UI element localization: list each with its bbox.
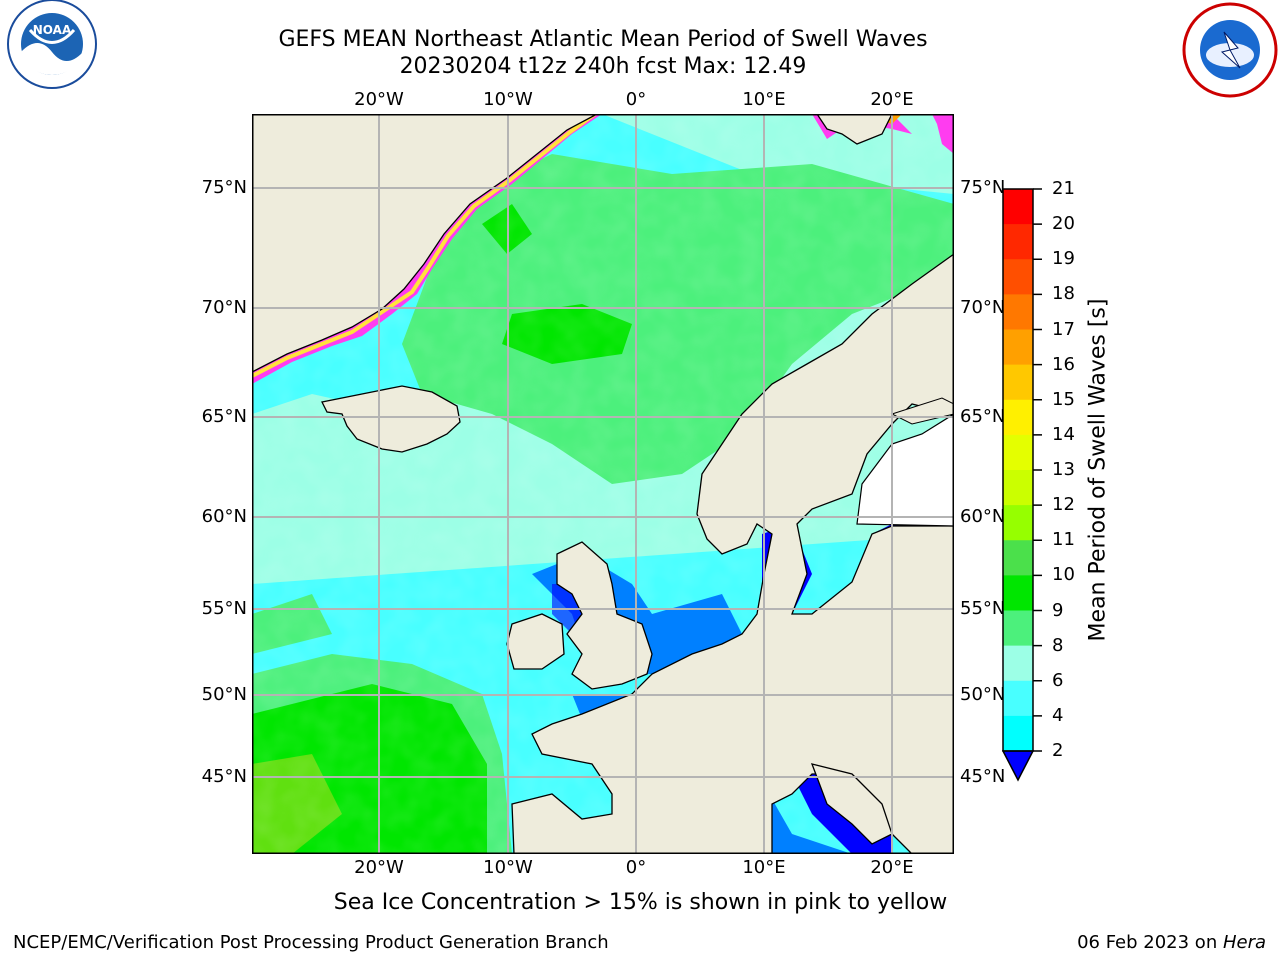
noaa-logo: NOAA [7,0,97,89]
page-title: GEFS MEAN Northeast Atlantic Mean Period… [278,27,928,52]
lon-label-10e-top: 10°E [742,89,786,110]
colorbar-tick-label: 12 [1052,494,1075,516]
colorbar-segment [1003,224,1033,260]
lat-label-75-right: 75°N [960,177,1006,198]
colorbar-tick-label: 8 [1052,634,1064,656]
page-subtitle: 20230204 t12z 240h fcst Max: 12.49 [399,54,807,79]
lat-label-65-left: 65°N [201,406,247,427]
colorbar [1002,188,1042,782]
land-italy [810,763,893,845]
colorbar-tick-label: 21 [1052,178,1075,199]
footer-date-text: 06 Feb 2023 on [1077,932,1223,953]
land-great-britain [556,541,653,690]
lon-label-20e-bottom: 20°E [870,857,914,878]
national-weather-service-logo [1182,2,1278,98]
colorbar-segment [1003,715,1033,752]
sea-ice-edge [252,114,602,384]
colorbar-tick-label: 16 [1052,353,1075,375]
lat-label-65-right: 65°N [960,406,1006,427]
colorbar-segment [1003,399,1033,436]
lat-label-70-right: 70°N [960,297,1006,318]
colorbar-segment [1003,540,1033,576]
colorbar-segment [1003,645,1033,682]
colorbar-tick-label: 6 [1052,669,1064,691]
lat-label-60-left: 60°N [201,506,247,527]
lat-label-55-left: 55°N [201,598,247,619]
lat-label-50-right: 50°N [960,684,1006,705]
colorbar-segment [1003,364,1033,401]
colorbar-segment [1003,680,1033,717]
lat-label-45-right: 45°N [960,766,1006,787]
map-panel [252,114,954,854]
colorbar-segment [1003,470,1033,506]
graticule [252,114,954,854]
footer-credit: NCEP/EMC/Verification Post Processing Pr… [13,932,609,953]
colorbar-tick-label: 13 [1052,459,1075,480]
colorbar-segment [1003,505,1033,541]
footer-host: Hera [1222,932,1266,953]
lat-label-70-left: 70°N [201,297,247,318]
lon-label-20w-top: 20°W [354,89,404,110]
colorbar-tick-label: 10 [1052,564,1075,586]
colorbar-tick-label: 2 [1052,740,1064,761]
lat-label-45-left: 45°N [201,766,247,787]
lat-label-50-left: 50°N [201,684,247,705]
colorbar-segment [1003,329,1033,366]
colorbar-tick-label: 18 [1052,283,1075,305]
colorbar-segment [1003,294,1033,330]
footer-date: 06 Feb 2023 on Hera [1077,932,1266,953]
colorbar-segment [1003,434,1033,471]
colorbar-tick-label: 11 [1052,529,1075,551]
colorbar-tick-label: 17 [1052,318,1075,340]
colorbar-segment [1003,189,1033,225]
lon-label-20w-bottom: 20°W [354,857,404,878]
lon-label-0-bottom: 0° [625,857,647,878]
lat-label-75-left: 75°N [201,177,247,198]
lon-label-10e-bottom: 10°E [742,857,786,878]
land-svalbard [816,114,893,145]
lat-label-55-right: 55°N [960,598,1006,619]
colorbar-tick-label: 4 [1052,704,1064,726]
lon-label-10w-top: 10°W [483,89,533,110]
colorbar-tick-label: 19 [1052,248,1075,270]
gulf-of-bothnia [856,413,954,527]
colorbar-segment [1003,575,1033,611]
lon-label-20e-top: 20°E [870,89,914,110]
colorbar-segment [1003,610,1033,647]
svg-text:NOAA: NOAA [33,23,72,37]
colorbar-tick-label: 14 [1052,423,1075,445]
colorbar-tick-label: 15 [1052,388,1075,410]
lon-label-10w-bottom: 10°W [483,857,533,878]
colorbar-extend-arrow [1002,750,1035,782]
colorbar-label: Mean Period of Swell Waves [s] [1085,298,1111,642]
colorbar-segment [1003,259,1033,295]
lon-label-0-top: 0° [625,89,647,110]
colorbar-tick-label: 9 [1052,599,1064,621]
colorbar-tick-label: 20 [1052,213,1075,235]
lat-label-60-right: 60°N [960,506,1006,527]
sea-ice-note: Sea Ice Concentration > 15% is shown in … [333,890,948,915]
